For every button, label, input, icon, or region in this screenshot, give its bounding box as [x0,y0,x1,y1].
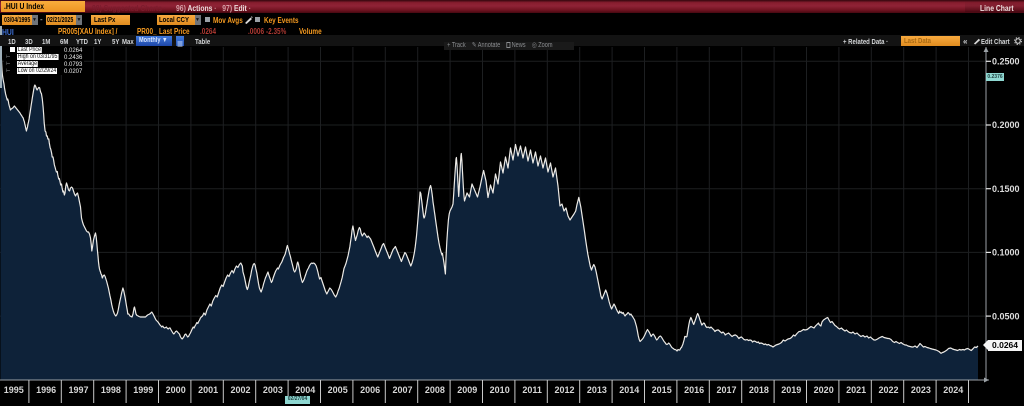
svg-text:0.0500: 0.0500 [992,311,1020,321]
svg-text:0.1000: 0.1000 [992,248,1020,258]
svg-text:0.2000: 0.2000 [992,120,1020,130]
svg-text:0.2500: 0.2500 [992,57,1020,67]
svg-text:0.1500: 0.1500 [992,184,1020,194]
